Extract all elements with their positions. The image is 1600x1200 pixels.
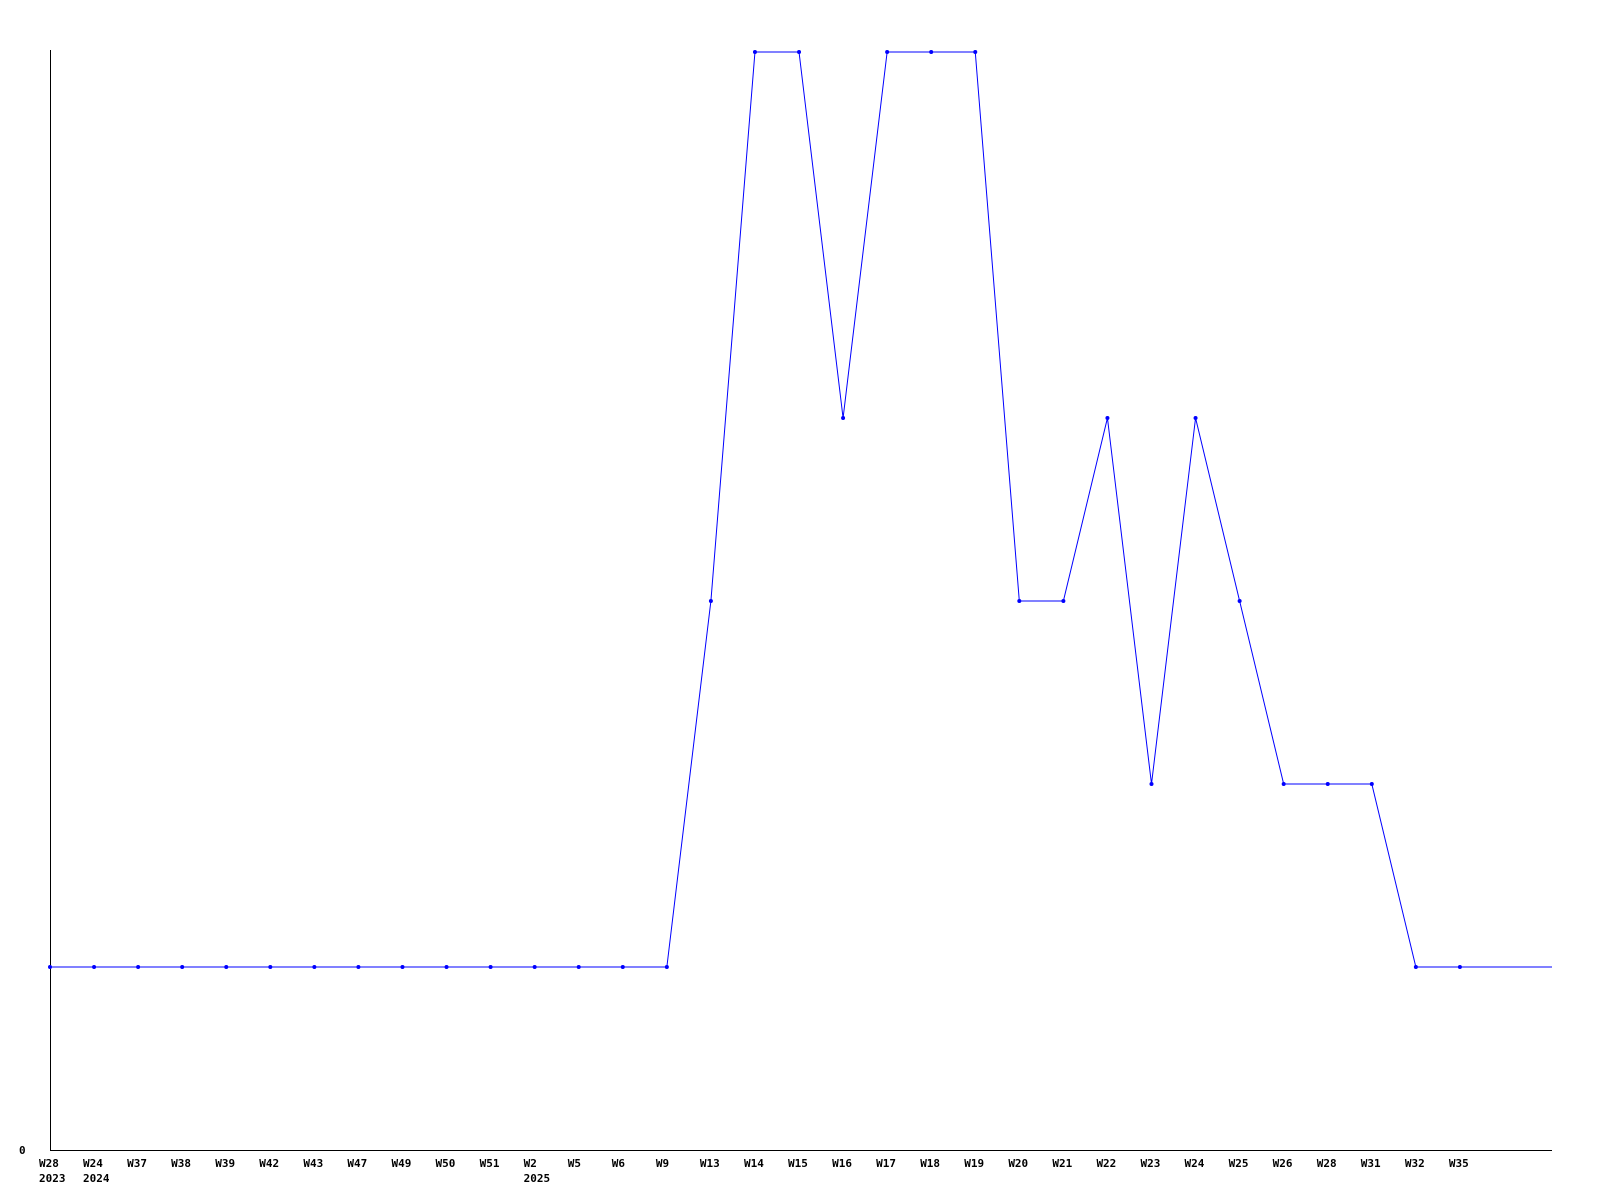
data-point (620, 965, 625, 969)
x-tick-label: W50 (436, 1157, 456, 1170)
data-point (1061, 599, 1066, 603)
data-point (180, 965, 185, 969)
data-point (1325, 782, 1330, 786)
x-tick-label: W42 (259, 1157, 279, 1170)
x-tick-label: W9 (656, 1157, 669, 1170)
data-point (312, 965, 317, 969)
x-tick-label: W38 (171, 1157, 191, 1170)
x-tick-label: W18 (920, 1157, 940, 1170)
data-point (268, 965, 273, 969)
data-point (1281, 782, 1286, 786)
x-tick-label: W51 (480, 1157, 500, 1170)
x-tick-label: W43 (303, 1157, 323, 1170)
x-tick-label: W17 (876, 1157, 896, 1170)
data-point (973, 50, 978, 54)
data-point (136, 965, 141, 969)
x-tick-label: W6 (612, 1157, 626, 1170)
x-tick-label: W15 (788, 1157, 808, 1170)
data-point (576, 965, 581, 969)
x-tick-year-label: 2023 (39, 1172, 66, 1185)
x-tick-label: W37 (127, 1157, 147, 1170)
x-tick-label: W14 (744, 1157, 764, 1170)
x-tick-label: W39 (215, 1157, 235, 1170)
x-tick-label: W13 (700, 1157, 720, 1170)
data-point (1457, 965, 1462, 969)
data-point (224, 965, 229, 969)
x-tick-label: W19 (964, 1157, 984, 1170)
data-point (356, 965, 361, 969)
x-tick-label: W16 (832, 1157, 852, 1170)
data-point (752, 50, 757, 54)
x-tick-label: W21 (1052, 1157, 1072, 1170)
data-point (1413, 965, 1418, 969)
x-tick-year-label: 2025 (524, 1172, 551, 1185)
series-line (50, 51, 1552, 968)
x-tick-label: W35 (1449, 1157, 1469, 1170)
x-tick-label: W49 (391, 1157, 411, 1170)
data-point (532, 965, 537, 969)
data-point (1105, 416, 1110, 420)
x-tick-label: W2 (524, 1157, 537, 1170)
data-point (488, 965, 493, 969)
data-point (1149, 782, 1154, 786)
data-point (841, 416, 846, 420)
data-point (664, 965, 669, 969)
x-tick-label: W32 (1405, 1157, 1425, 1170)
data-point (1193, 416, 1198, 420)
x-tick-label: W20 (1008, 1157, 1028, 1170)
data-point (1017, 599, 1022, 603)
x-tick-year-label: 2024 (83, 1172, 110, 1185)
x-tick-label: W5 (568, 1157, 581, 1170)
x-tick-label: W31 (1361, 1157, 1381, 1170)
data-point (797, 50, 802, 54)
data-point (400, 965, 405, 969)
x-tick-label: W24 (83, 1157, 103, 1170)
data-point (48, 965, 52, 969)
y-tick-label: 0 (19, 1144, 26, 1157)
data-point (885, 50, 890, 54)
x-tick-label: W26 (1273, 1157, 1293, 1170)
data-point (708, 599, 713, 603)
data-point (1237, 599, 1242, 603)
x-tick-label: W22 (1096, 1157, 1116, 1170)
data-point (444, 965, 449, 969)
data-point (929, 50, 934, 54)
x-tick-label: W25 (1229, 1157, 1249, 1170)
data-point (1369, 782, 1374, 786)
x-tick-label: W47 (347, 1157, 367, 1170)
x-tick-label: W24 (1185, 1157, 1205, 1170)
x-tick-label: W28 (39, 1157, 59, 1170)
x-tick-label: W28 (1317, 1157, 1337, 1170)
data-point (92, 965, 97, 969)
x-tick-label: W23 (1141, 1157, 1161, 1170)
